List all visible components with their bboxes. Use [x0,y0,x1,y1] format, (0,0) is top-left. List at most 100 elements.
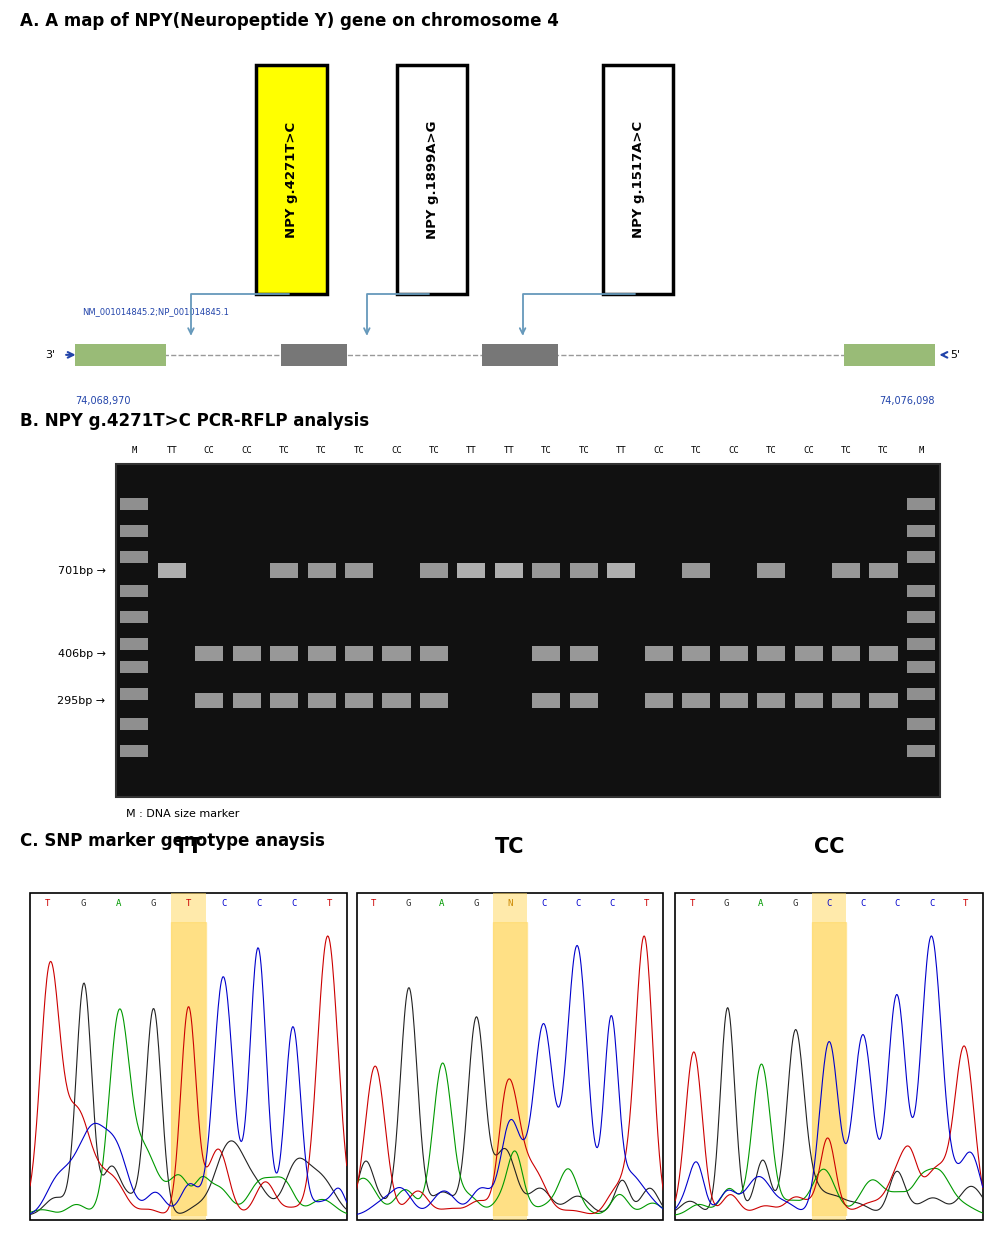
Bar [482,344,558,366]
Bar [121,688,149,700]
Bar [757,693,785,708]
Bar [869,646,897,661]
Text: TC: TC [354,446,365,456]
Text: TC: TC [495,837,525,857]
Bar [907,585,935,597]
Bar [232,646,260,661]
Bar [121,498,149,510]
Bar [121,718,149,730]
Bar [308,646,336,661]
Bar [812,894,846,1220]
Text: T: T [689,900,695,908]
Text: 701bp →: 701bp → [57,566,106,576]
Bar [345,646,373,661]
Text: T: T [327,900,332,908]
Text: T: T [186,900,191,908]
Text: A. A map of NPY(Neuropeptide Y) gene on chromosome 4: A. A map of NPY(Neuropeptide Y) gene on … [20,12,559,30]
Text: TC: TC [579,446,589,456]
Bar [270,646,298,661]
Bar [907,551,935,564]
Bar [795,693,823,708]
Text: NPY g.1517A>C: NPY g.1517A>C [632,121,644,239]
Text: TC: TC [840,446,851,456]
Bar [116,465,940,797]
Text: CC: CC [803,446,814,456]
Bar [832,564,860,578]
Bar [682,646,711,661]
Bar [75,344,166,366]
Text: T: T [45,900,50,908]
Bar [158,564,186,578]
Text: A: A [758,900,764,908]
Text: NPY g.4271T>C: NPY g.4271T>C [285,121,297,237]
Bar [570,646,598,661]
Text: T: T [643,900,649,908]
Bar [457,564,485,578]
Text: C: C [826,900,832,908]
Bar [281,344,347,366]
Text: G: G [724,900,730,908]
Text: NPY g.1899A>G: NPY g.1899A>G [426,120,438,239]
Text: 3': 3' [45,350,55,360]
Text: G: G [405,900,411,908]
Text: TC: TC [278,446,289,456]
Bar [720,693,748,708]
Bar [907,498,935,510]
Bar [121,551,149,564]
Bar [357,894,663,1220]
Bar [121,661,149,674]
Bar [493,894,527,1220]
Text: N: N [508,900,513,908]
Text: 406bp →: 406bp → [57,649,106,659]
Bar [383,646,411,661]
Bar [232,693,260,708]
Text: TC: TC [878,446,888,456]
Text: C: C [291,900,296,908]
Bar [383,693,411,708]
Bar [682,564,711,578]
Bar [121,638,149,650]
Bar [308,693,336,708]
Text: TT: TT [616,446,627,456]
Bar [607,564,635,578]
Bar [570,564,598,578]
Bar [171,894,206,1220]
Text: C: C [929,900,935,908]
Bar [832,693,860,708]
Bar [757,564,785,578]
Bar [907,744,935,756]
Text: C: C [221,900,226,908]
Text: TC: TC [690,446,701,456]
Text: TC: TC [317,446,327,456]
Text: CC: CC [653,446,664,456]
Bar [644,693,672,708]
Bar [644,646,672,661]
Bar [907,525,935,536]
Bar [533,646,561,661]
Text: T: T [371,900,377,908]
Text: C: C [542,900,547,908]
Text: G: G [80,900,85,908]
Bar [533,693,561,708]
Bar [675,894,983,1220]
Bar [420,564,448,578]
Bar [345,564,373,578]
Bar [869,564,897,578]
Text: G: G [151,900,156,908]
Text: T: T [963,900,969,908]
Bar [270,564,298,578]
Text: CC: CC [814,837,844,857]
Bar [397,66,467,294]
Bar [270,693,298,708]
Text: 74,068,970: 74,068,970 [75,396,131,405]
Bar [420,693,448,708]
Bar [420,646,448,661]
Text: B. NPY g.4271T>C PCR-RFLP analysis: B. NPY g.4271T>C PCR-RFLP analysis [20,413,369,430]
Text: G: G [473,900,478,908]
Text: C: C [609,900,615,908]
Bar [256,66,327,294]
Bar [30,894,347,1220]
Text: TT: TT [167,446,177,456]
Bar [869,693,897,708]
Bar [907,638,935,650]
